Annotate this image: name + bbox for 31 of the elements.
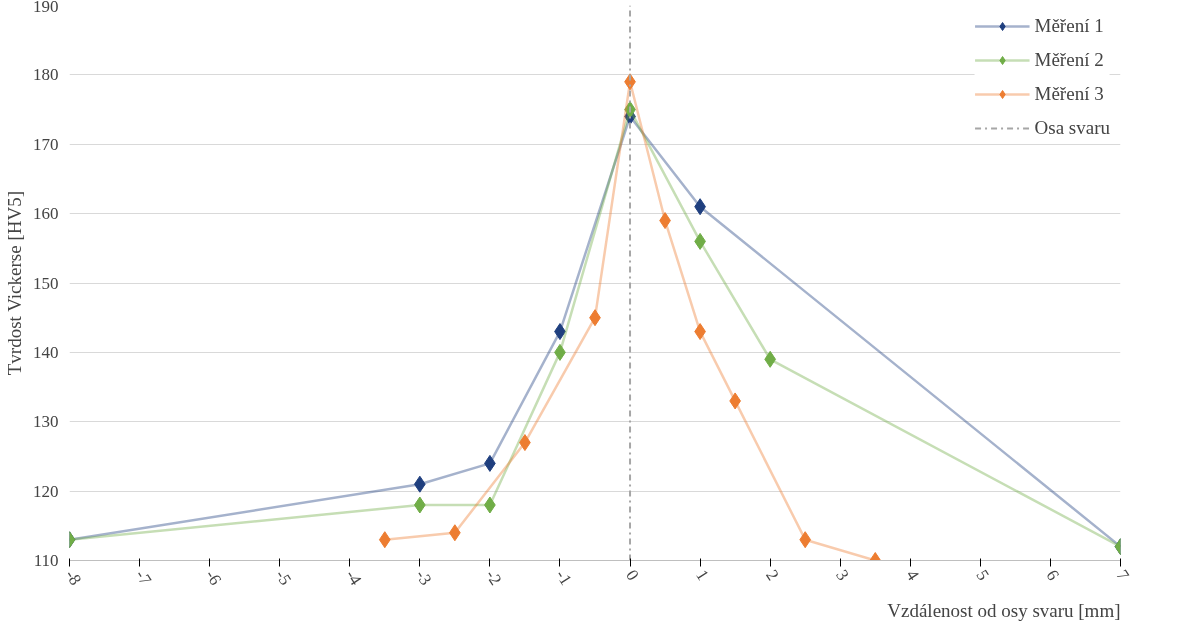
y-tick-label: 190	[33, 0, 59, 16]
x-tick-label: 0	[622, 566, 643, 584]
x-tick-label: 6	[1042, 566, 1064, 584]
x-tick-label: -7	[131, 566, 156, 589]
x-tick-label: -5	[271, 566, 296, 589]
y-tick-label: 180	[33, 65, 59, 85]
x-tick-label: 5	[972, 566, 993, 584]
legend-label: Měření 2	[1034, 49, 1104, 71]
x-tick-label: 1	[692, 566, 713, 584]
x-tick-label: -3	[411, 566, 436, 589]
x-tick-label: 4	[902, 566, 924, 585]
y-tick-label: 150	[33, 273, 59, 293]
y-tick-label: 130	[33, 412, 59, 432]
x-tick-label: 3	[832, 566, 853, 584]
x-tick-label: -8	[61, 566, 86, 589]
x-tick-label: -6	[201, 566, 226, 589]
y-tick-label: 120	[33, 481, 59, 501]
y-tick-label: 160	[33, 204, 59, 224]
y-axis-title: Tvrdost Vickerse [HV5]	[4, 191, 25, 376]
x-axis-title: Vzdálenost od osy svaru [mm]	[887, 599, 1121, 621]
y-tick-label: 170	[33, 134, 59, 154]
legend-label: Měření 3	[1034, 83, 1104, 105]
x-tick-label: 7	[1112, 566, 1134, 585]
legend-label: Osa svaru	[1034, 117, 1110, 139]
x-tick-label: -4	[341, 566, 366, 589]
y-tick-label: 140	[33, 342, 59, 362]
y-tick-label: 110	[33, 551, 59, 570]
legend-label: Měření 1	[1034, 15, 1104, 37]
x-tick-label: 2	[762, 566, 783, 584]
x-tick-label: -1	[551, 566, 576, 589]
x-tick-label: -2	[481, 566, 506, 589]
